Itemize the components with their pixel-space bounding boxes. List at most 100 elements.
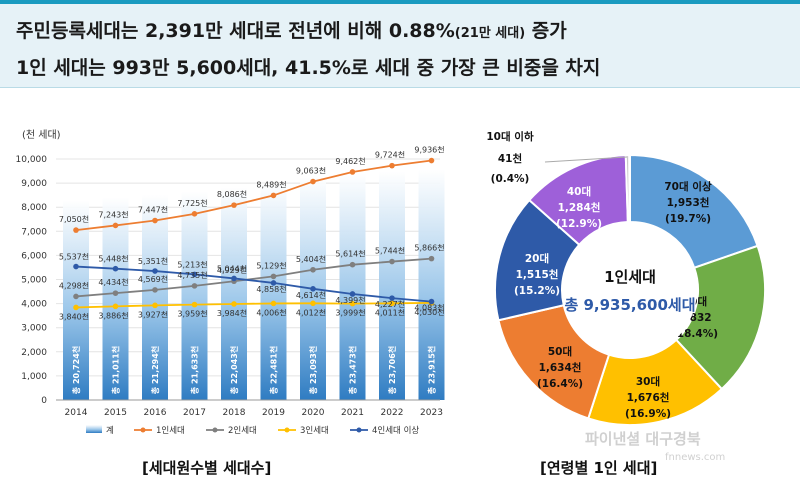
series-point <box>73 293 79 300</box>
series-line <box>75 159 432 231</box>
series-data-label: 5,404천 <box>296 254 326 264</box>
series-data-label: 7,050천 <box>59 214 89 224</box>
legend-swatch-bar <box>86 425 102 433</box>
series-point <box>270 273 277 280</box>
y-tick-label: 3,000 <box>21 324 47 334</box>
series-data-label: 5,866천 <box>414 243 444 253</box>
donut-hole <box>563 223 697 357</box>
series-data-label: 3,984천 <box>217 308 247 318</box>
series-point <box>349 300 356 307</box>
bar-total-label: 총 21,011천 <box>111 346 121 394</box>
series-point <box>310 178 316 185</box>
series-data-label: 4,006천 <box>256 307 286 317</box>
legend-label: 3인세대 <box>300 425 329 436</box>
series-data-label: 4,030천 <box>414 307 444 317</box>
series-point <box>270 280 277 286</box>
bar-total-label: 총 23,473천 <box>348 346 358 394</box>
slice-pct-label: (16.9%) <box>625 408 671 420</box>
series-data-label: 5,614천 <box>335 249 365 259</box>
donut-slice <box>624 153 631 224</box>
series-point <box>349 261 356 268</box>
series-point <box>389 300 395 307</box>
series-point <box>310 266 316 273</box>
slice-value-label: 1,676천 <box>627 391 670 404</box>
donut-center-total: 총 9,935,600세대 <box>564 296 695 314</box>
slice-pct-label: (19.7%) <box>665 213 711 225</box>
series-point <box>310 300 316 307</box>
y-tick-label: 1,000 <box>21 372 47 382</box>
series-point <box>73 304 79 311</box>
series-data-label: 7,447천 <box>138 205 168 215</box>
watermark-sub: fnnews.com <box>665 452 726 463</box>
bar-total <box>260 183 287 400</box>
callout-line <box>544 156 628 163</box>
slice-value-label: 1,953천 <box>667 196 710 209</box>
series-data-label: 4,298천 <box>59 280 89 290</box>
donut-slice <box>674 244 766 391</box>
series-data-label: 3,927천 <box>138 309 168 319</box>
series-data-label: 5,537천 <box>59 252 89 262</box>
series-data-label: 5,351천 <box>138 256 168 266</box>
bar-total-label: 총 20,724천 <box>71 346 81 394</box>
headline-line-1-end: 증가 <box>525 20 567 42</box>
series-data-label: 3,999천 <box>335 308 365 318</box>
slice-name-label: 10대 이하 <box>486 130 534 143</box>
bar-total-label: 총 22,043천 <box>229 346 239 394</box>
y-tick-label: 7,000 <box>21 227 47 237</box>
series-point <box>389 258 395 265</box>
slice-value-label: 1,515천 <box>516 268 559 281</box>
series-data-label: 4,011천 <box>375 307 405 317</box>
y-tick-label: 8,000 <box>21 203 47 213</box>
series-point <box>191 271 198 278</box>
x-tick-label: 2021 <box>341 408 364 418</box>
x-tick-label: 2014 <box>65 408 88 418</box>
series-point <box>231 275 237 282</box>
x-tick-label: 2019 <box>262 408 285 418</box>
headline-line-2: 1인 세대는 993만 5,600세대, 41.5%로 세대 중 가장 큰 비중… <box>16 57 601 79</box>
series-data-label: 3,886천 <box>98 310 128 320</box>
series-point <box>270 192 277 199</box>
bar-total <box>181 191 208 400</box>
slice-name-label: 40대 <box>567 185 591 198</box>
series-data-label: 5,448천 <box>98 254 128 264</box>
x-tick-label: 2015 <box>104 408 127 418</box>
series-point <box>349 291 356 297</box>
series-point <box>428 298 435 305</box>
series-line <box>75 301 432 309</box>
slice-pct-label: (18.4%) <box>672 328 718 340</box>
series-line <box>75 257 432 298</box>
headline-line-1-main: 주민등록세대는 2,391만 세대로 전년에 비해 0.88% <box>16 20 455 42</box>
y-tick-label: 0 <box>41 396 47 406</box>
series-data-label: 9,936천 <box>414 145 444 155</box>
slice-pct-label: (12.9%) <box>556 218 602 230</box>
slice-value-label: 41천 <box>498 152 522 165</box>
series-point <box>73 227 79 233</box>
series-point <box>112 265 119 272</box>
slice-name-label: 20대 <box>525 252 549 265</box>
x-tick-label: 2018 <box>223 408 246 418</box>
bar-total-label: 총 23,093천 <box>308 346 318 394</box>
series-point <box>310 286 316 292</box>
series-point <box>152 268 158 274</box>
series-data-label: 8,086천 <box>217 189 247 199</box>
bar-total <box>221 187 247 400</box>
bar-total-label: 총 22,481천 <box>269 346 279 394</box>
y-tick-label: 4,000 <box>21 300 47 310</box>
donut-center-title: 1인세대 <box>604 268 656 286</box>
series-point <box>152 287 158 293</box>
slice-name-label: 30대 <box>636 375 660 388</box>
series-data-label: 4,858천 <box>256 284 286 294</box>
bar-total <box>102 197 129 400</box>
series-data-label: 5,213천 <box>177 259 207 269</box>
x-tick-label: 2017 <box>183 408 206 418</box>
series-point <box>389 295 395 301</box>
headline-line-1: 주민등록세대는 2,391만 세대로 전년에 비해 0.88%(21만 세대) … <box>16 16 567 43</box>
left-chart-caption: [세대원수별 세대수] <box>142 459 272 477</box>
series-point <box>428 255 435 262</box>
legend-label: 1인세대 <box>156 425 185 436</box>
series-data-label: 4,929천 <box>217 265 247 275</box>
slice-value-label: 1,634천 <box>539 361 582 374</box>
series-data-label: 5,129천 <box>256 260 286 270</box>
x-tick-label: 2023 <box>420 408 443 418</box>
headline-line-1-note: (21만 세대) <box>454 26 526 41</box>
